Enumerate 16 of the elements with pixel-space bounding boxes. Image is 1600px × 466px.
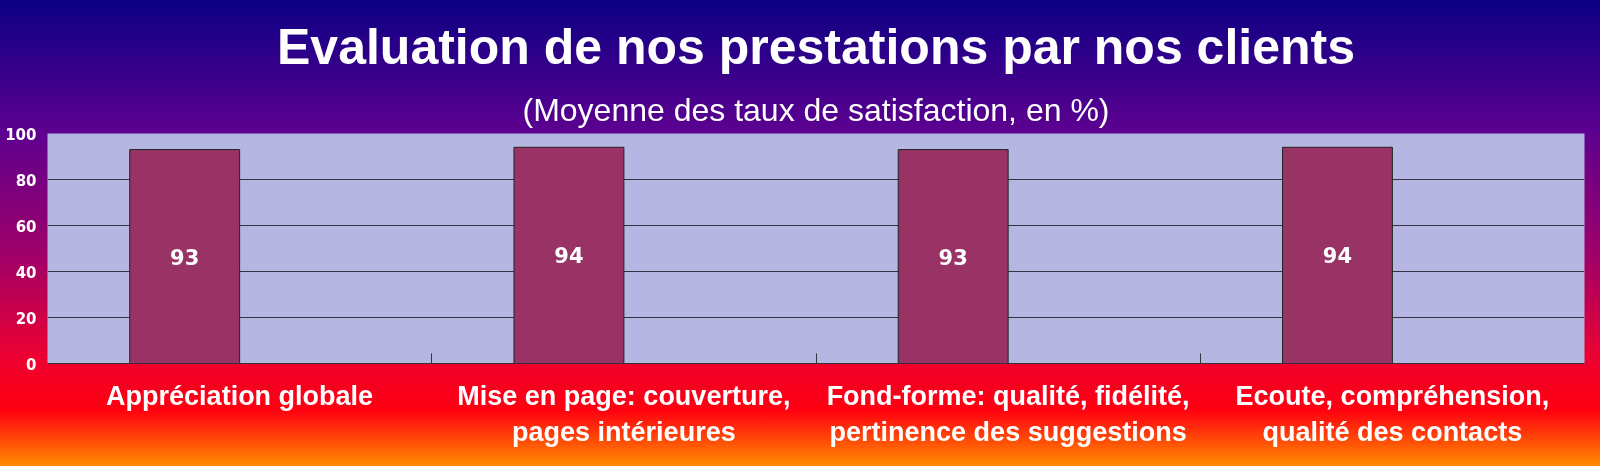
data-label: 94 [1322, 244, 1353, 269]
y-tick-label: 100 [5, 125, 37, 144]
data-label: 93 [938, 245, 968, 270]
x-tick-label: Fond-forme: qualité, fidélité, pertinence des suggestions [826, 380, 1190, 447]
y-tick-label: 80 [15, 171, 37, 190]
y-tick-label: 20 [15, 309, 37, 328]
y-tick-label: 40 [15, 263, 37, 282]
chart-title: Evaluation de nos prestations par nos clients [276, 18, 1356, 75]
y-tick-label: 0 [26, 355, 37, 374]
x-tick-label: Ecoute, compréhension, qualité des contacts [1235, 380, 1550, 447]
y-tick-label: 60 [15, 217, 37, 236]
chart-subtitle: (Moyenne des taux de satisfaction, en %) [522, 92, 1110, 128]
data-label: 94 [554, 244, 584, 269]
x-tick-label: Appréciation globale [106, 380, 374, 411]
x-tick-label: Mise en page: couverture, pages intérieures [457, 380, 791, 447]
data-label: 93 [170, 245, 200, 270]
